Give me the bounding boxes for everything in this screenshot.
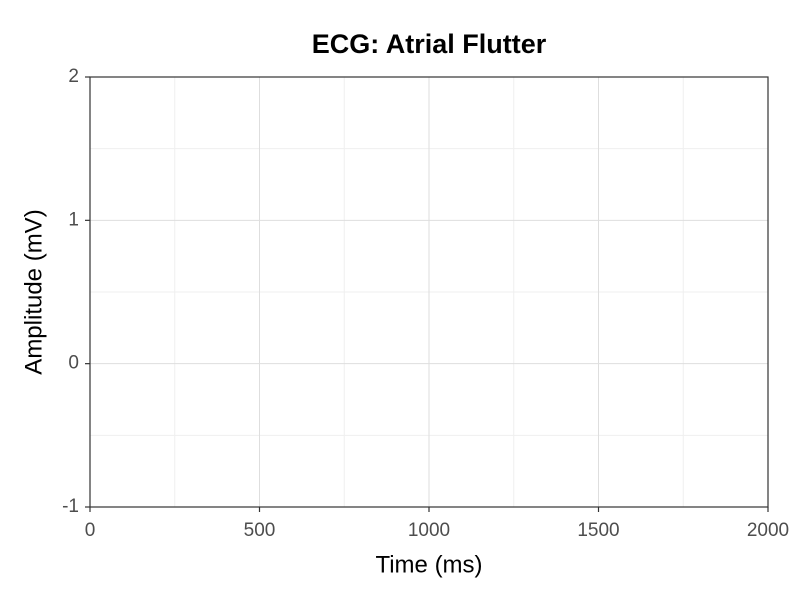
- plot-border: [89, 76, 769, 508]
- x-tick-label: 1500: [577, 520, 619, 541]
- x-tick-label: 1000: [408, 520, 450, 541]
- y-axis-title: Amplitude (mV): [20, 209, 47, 374]
- x-tick-label: 0: [85, 520, 96, 541]
- x-tick-label: 2000: [747, 520, 789, 541]
- y-tick-label: 0: [68, 353, 79, 374]
- x-tick-label: 500: [244, 520, 276, 541]
- y-tick-label: 1: [68, 209, 79, 230]
- chart-title: ECG: Atrial Flutter: [312, 29, 547, 59]
- y-tick-label: 2: [68, 66, 79, 87]
- y-tick-label: -1: [62, 496, 79, 517]
- x-axis-title: Time (ms): [375, 551, 482, 578]
